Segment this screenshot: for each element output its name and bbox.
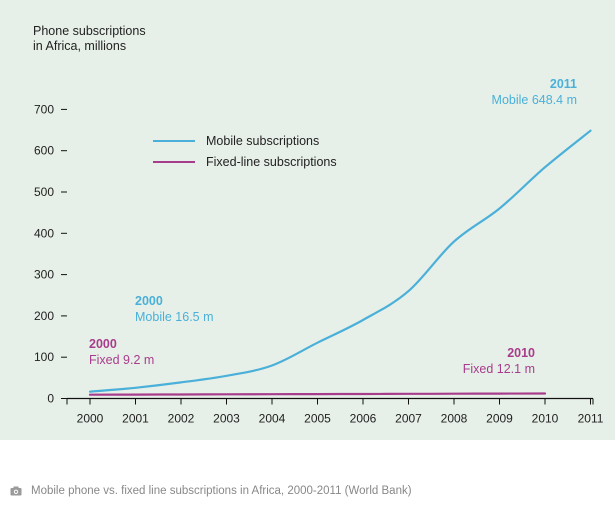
x-tick-label: 2003 (213, 412, 240, 426)
y-tick-label: 700 (34, 102, 54, 116)
y-tick-label: 500 (34, 185, 54, 199)
mobile-subscriptionsline (88, 129, 592, 393)
camera-icon (10, 486, 22, 496)
annotation-year: 2010 (507, 346, 535, 360)
y-tick-label: 0 (47, 392, 54, 406)
x-tick-label: 2004 (259, 412, 286, 426)
caption-text: Mobile phone vs. fixed line subscription… (31, 485, 412, 497)
series (88, 129, 592, 396)
x-tick-label: 2011 (578, 412, 604, 426)
x-tick-label: 2002 (168, 412, 195, 426)
x-tick-label: 2009 (486, 412, 513, 426)
x-tick-label: 2007 (395, 412, 422, 426)
x-tick-label: 2001 (122, 412, 149, 426)
fixed-line-subscriptionsline (88, 392, 547, 396)
y-tick-label: 200 (34, 309, 54, 323)
axes: 2000 2001 2002 2003 2004 2005 2006 2007 2008 2009… (34, 102, 604, 425)
annotation-year: 2011 (550, 77, 577, 91)
caption: Mobile phone vs. fixed line subscription… (10, 481, 412, 501)
annotation-value: Fixed 12.1 m (463, 362, 535, 376)
legend-label: Mobile subscriptions (206, 134, 319, 148)
annotation-year: 2000 (135, 294, 163, 308)
chart-panel: Phone subscriptions in Africa, millions 2… (0, 0, 615, 440)
annotations: 2011 Mobile 648.4 m 2000 Mobile 16.5 m 2000 F… (89, 77, 577, 376)
x-tick-label: 2010 (532, 412, 559, 426)
annotation-value: Mobile 648.4 m (492, 93, 577, 107)
annotation-year: 2000 (89, 337, 117, 351)
y-tick-label: 100 (34, 350, 54, 364)
x-tick-label: 2005 (304, 412, 331, 426)
title-line: Phone subscriptions (33, 24, 146, 38)
title-line: in Africa, millions (33, 39, 126, 53)
y-tick-label: 300 (34, 268, 54, 282)
annotation-value: Fixed 9.2 m (89, 353, 154, 367)
x-tick-label: 2008 (441, 412, 468, 426)
x-tick-label: 2006 (350, 412, 377, 426)
legend: Mobile subscriptions Fixed-line subscript… (153, 134, 337, 169)
annotation-value: Mobile 16.5 m (135, 310, 214, 324)
y-tick-label: 600 (34, 144, 54, 158)
legend-label: Fixed-line subscriptions (206, 155, 337, 169)
y-tick-label: 400 (34, 226, 54, 240)
x-tick-label: 2000 (77, 412, 104, 426)
